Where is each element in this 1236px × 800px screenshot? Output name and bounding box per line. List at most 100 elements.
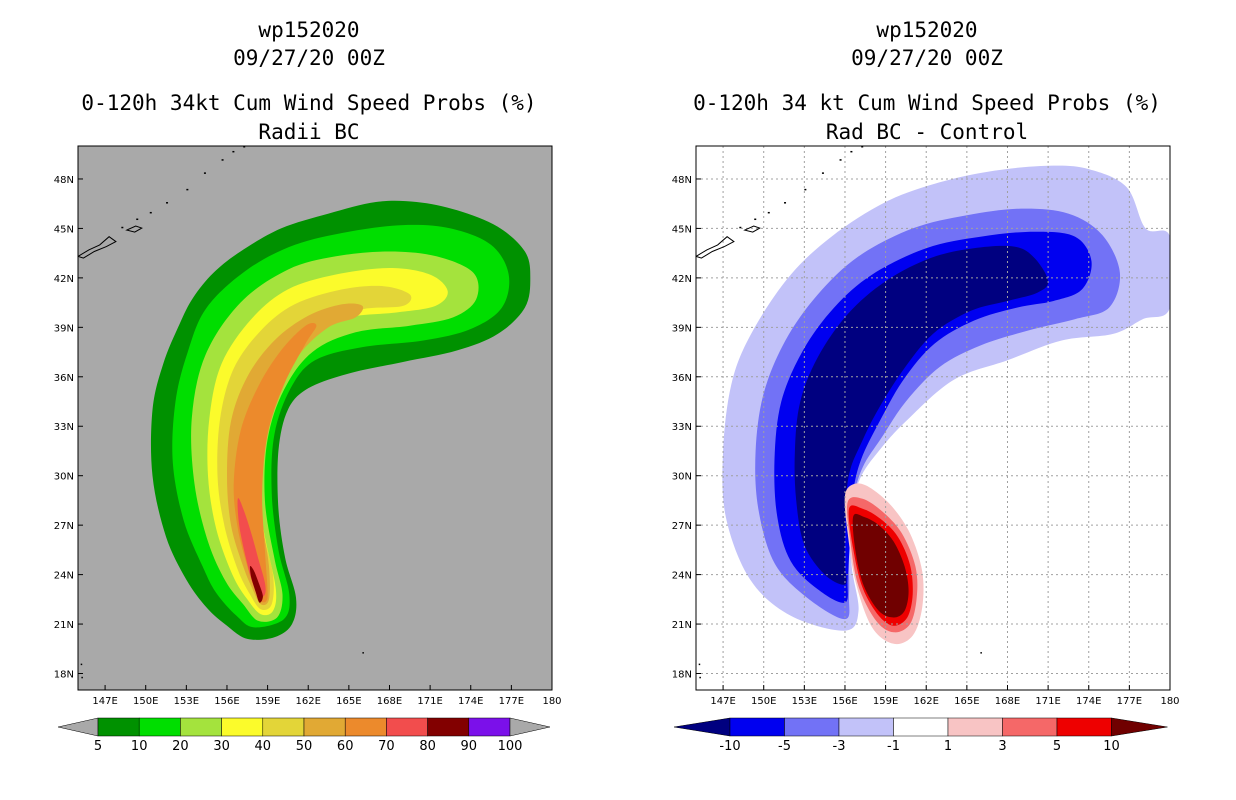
right-datetime: 09/27/20 00Z (851, 46, 1003, 70)
coastline-islet (980, 652, 982, 654)
x-tick-label: 180 (542, 696, 561, 707)
x-tick-label: 168E (377, 696, 402, 707)
coastline-islet (767, 211, 770, 214)
y-tick-label: 36N (54, 373, 74, 384)
colorbar-swatch (303, 717, 346, 737)
colorbar-label: 3 (998, 739, 1006, 754)
contour-level-10 (852, 513, 909, 618)
contour-level-60 (233, 323, 317, 603)
y-tick-label: 24N (54, 571, 74, 582)
y-tick-label: 45N (54, 224, 74, 235)
coastline-islet (850, 150, 853, 153)
right-storm-id: wp152020 (876, 18, 978, 42)
y-tick-label: 36N (672, 373, 692, 384)
colorbar-start-arrow (57, 717, 99, 737)
colorbar-label: -10 (719, 739, 740, 754)
coastline-island (696, 236, 735, 259)
x-tick-label: 177E (499, 696, 524, 707)
x-tick-label: 150E (751, 696, 776, 707)
colorbar-label: 40 (255, 739, 272, 754)
y-tick-label: 33N (672, 422, 692, 433)
colorbar-end-arrow (1111, 717, 1168, 737)
x-tick-label: 180 (1160, 696, 1179, 707)
colorbar-label: 80 (419, 739, 436, 754)
colorbar-swatch (180, 717, 222, 737)
contour-level-80 (249, 565, 263, 603)
left-chart-subtitle: Radii BC (258, 120, 360, 144)
left-datetime: 09/27/20 00Z (233, 46, 385, 70)
coastline-islet (804, 188, 807, 191)
colorbar-label: 5 (1053, 739, 1061, 754)
colorbar-swatch (947, 717, 1003, 737)
coastline-islet (203, 172, 206, 174)
colorbar-label: -5 (778, 739, 791, 754)
x-tick-label: 171E (417, 696, 442, 707)
coastline-islet (136, 218, 139, 221)
colorbar-swatch (729, 717, 785, 737)
x-tick-label: 159E (255, 696, 280, 707)
coastline-islet (121, 226, 124, 229)
colorbar-swatch (1056, 717, 1112, 737)
coastline-islet (80, 663, 83, 666)
left-chart-svg: 147E 150E 153E 156E 159E 162E 165E 168E 171E 174E… (54, 145, 562, 754)
x-tick-label: 153E (174, 696, 199, 707)
plot-frame (695, 145, 1171, 691)
right-chart-title: 0-120h 34 kt Cum Wind Speed Probs (%) (693, 91, 1161, 115)
x-tick-label: 165E (336, 696, 361, 707)
colorbar-label: 5 (94, 739, 102, 754)
colorbar-label: 100 (498, 739, 523, 754)
right-chart-panel: wp152020 09/27/20 00Z 0-120h 34 kt Cum W… (618, 0, 1236, 800)
colorbar-swatch (386, 717, 428, 737)
left-chart-title: 0-120h 34kt Cum Wind Speed Probs (%) (81, 91, 537, 115)
coastline-islet (81, 676, 83, 679)
colorbar: -10 -5 -3 -1 1 3 5 10 (673, 717, 1168, 754)
coastline (696, 146, 982, 679)
x-tick-label: 168E (995, 696, 1020, 707)
coastline-islet (861, 146, 864, 148)
y-tick-label: 48N (672, 175, 692, 186)
coastline-island (125, 225, 143, 233)
coastline-islet (699, 676, 701, 679)
y-tick-label: 39N (54, 323, 74, 334)
plot-frame (77, 145, 553, 691)
colorbar-label: 30 (213, 739, 230, 754)
x-tick-label: 174E (1076, 696, 1101, 707)
coastline-island (78, 236, 117, 259)
right-chart-subtitle: Rad BC - Control (825, 120, 1029, 144)
y-tick-label: 42N (54, 274, 74, 285)
x-tick-label: 147E (92, 696, 117, 707)
colorbar-swatch (427, 717, 470, 737)
coastline-islet (232, 150, 235, 153)
colorbar-swatch (97, 717, 140, 737)
contour-layer (150, 200, 531, 640)
coastline-islet (739, 226, 742, 229)
coastline-island (743, 225, 761, 233)
colorbar-swatch (1002, 717, 1058, 737)
colorbar-label: 90 (461, 739, 478, 754)
y-tick-label: 30N (54, 472, 74, 483)
colorbar-swatch (893, 717, 949, 737)
y-tick-label: 39N (672, 323, 692, 334)
coastline-islet (839, 159, 842, 161)
y-tick-label: 24N (672, 571, 692, 582)
x-tick-label: 159E (873, 696, 898, 707)
x-tick-label: 147E (710, 696, 735, 707)
grid-lines (696, 146, 1170, 690)
x-tick-label: 162E (296, 696, 321, 707)
colorbar-label: -1 (887, 739, 900, 754)
x-tick-label: 171E (1035, 696, 1060, 707)
x-tick-label: 156E (832, 696, 857, 707)
y-tick-label: 21N (672, 620, 692, 631)
right-chart-svg: 147E 150E 153E 156E 159E 162E 165E 168E 171E 174E… (672, 145, 1180, 754)
left-chart-panel: wp152020 09/27/20 00Z 0-120h 34kt Cum Wi… (54, 18, 562, 754)
coastline-islet (243, 146, 246, 148)
colorbar-label: 50 (296, 739, 313, 754)
colorbar-label: 1 (944, 739, 952, 754)
colorbar-end-arrow (509, 717, 551, 737)
colorbar-swatch (468, 717, 511, 737)
coastline (78, 146, 364, 679)
colorbar-swatch (344, 717, 387, 737)
colorbar-swatch (784, 717, 840, 737)
contour-layer (722, 165, 1170, 645)
y-tick-label: 18N (54, 670, 74, 681)
